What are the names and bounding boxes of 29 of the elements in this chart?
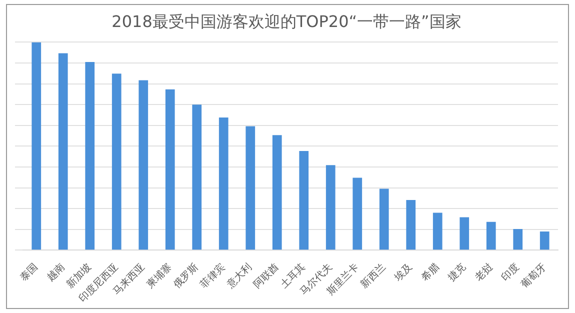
x-tick-label: 老挝	[472, 260, 496, 284]
bar	[85, 62, 95, 250]
bar	[540, 231, 550, 250]
bar	[379, 188, 389, 250]
x-tick-label: 希腊	[418, 260, 442, 284]
bar	[138, 80, 148, 250]
bar	[218, 117, 228, 250]
bar	[326, 165, 336, 250]
bar	[299, 150, 309, 250]
x-tick-label: 越南	[44, 260, 68, 284]
chart-title: 2018最受中国游客欢迎的TOP20“一带一路”国家	[112, 12, 462, 31]
bar	[32, 42, 42, 250]
bar	[192, 104, 202, 250]
x-tick-label: 捷克	[446, 260, 468, 284]
bar	[246, 126, 256, 250]
bar	[112, 74, 122, 250]
bar	[460, 217, 470, 250]
x-tick-label: 新西兰	[358, 260, 388, 291]
bar	[272, 135, 282, 250]
bar	[432, 212, 442, 250]
bar	[406, 200, 416, 250]
bar	[513, 228, 523, 250]
bar	[58, 53, 68, 250]
x-tick-label: 阿联酋	[251, 260, 282, 291]
bar	[486, 222, 496, 250]
bar	[352, 178, 362, 250]
bar	[165, 89, 175, 250]
x-tick-label: 泰国	[18, 262, 40, 284]
x-tick-label: 埃及	[391, 260, 415, 284]
